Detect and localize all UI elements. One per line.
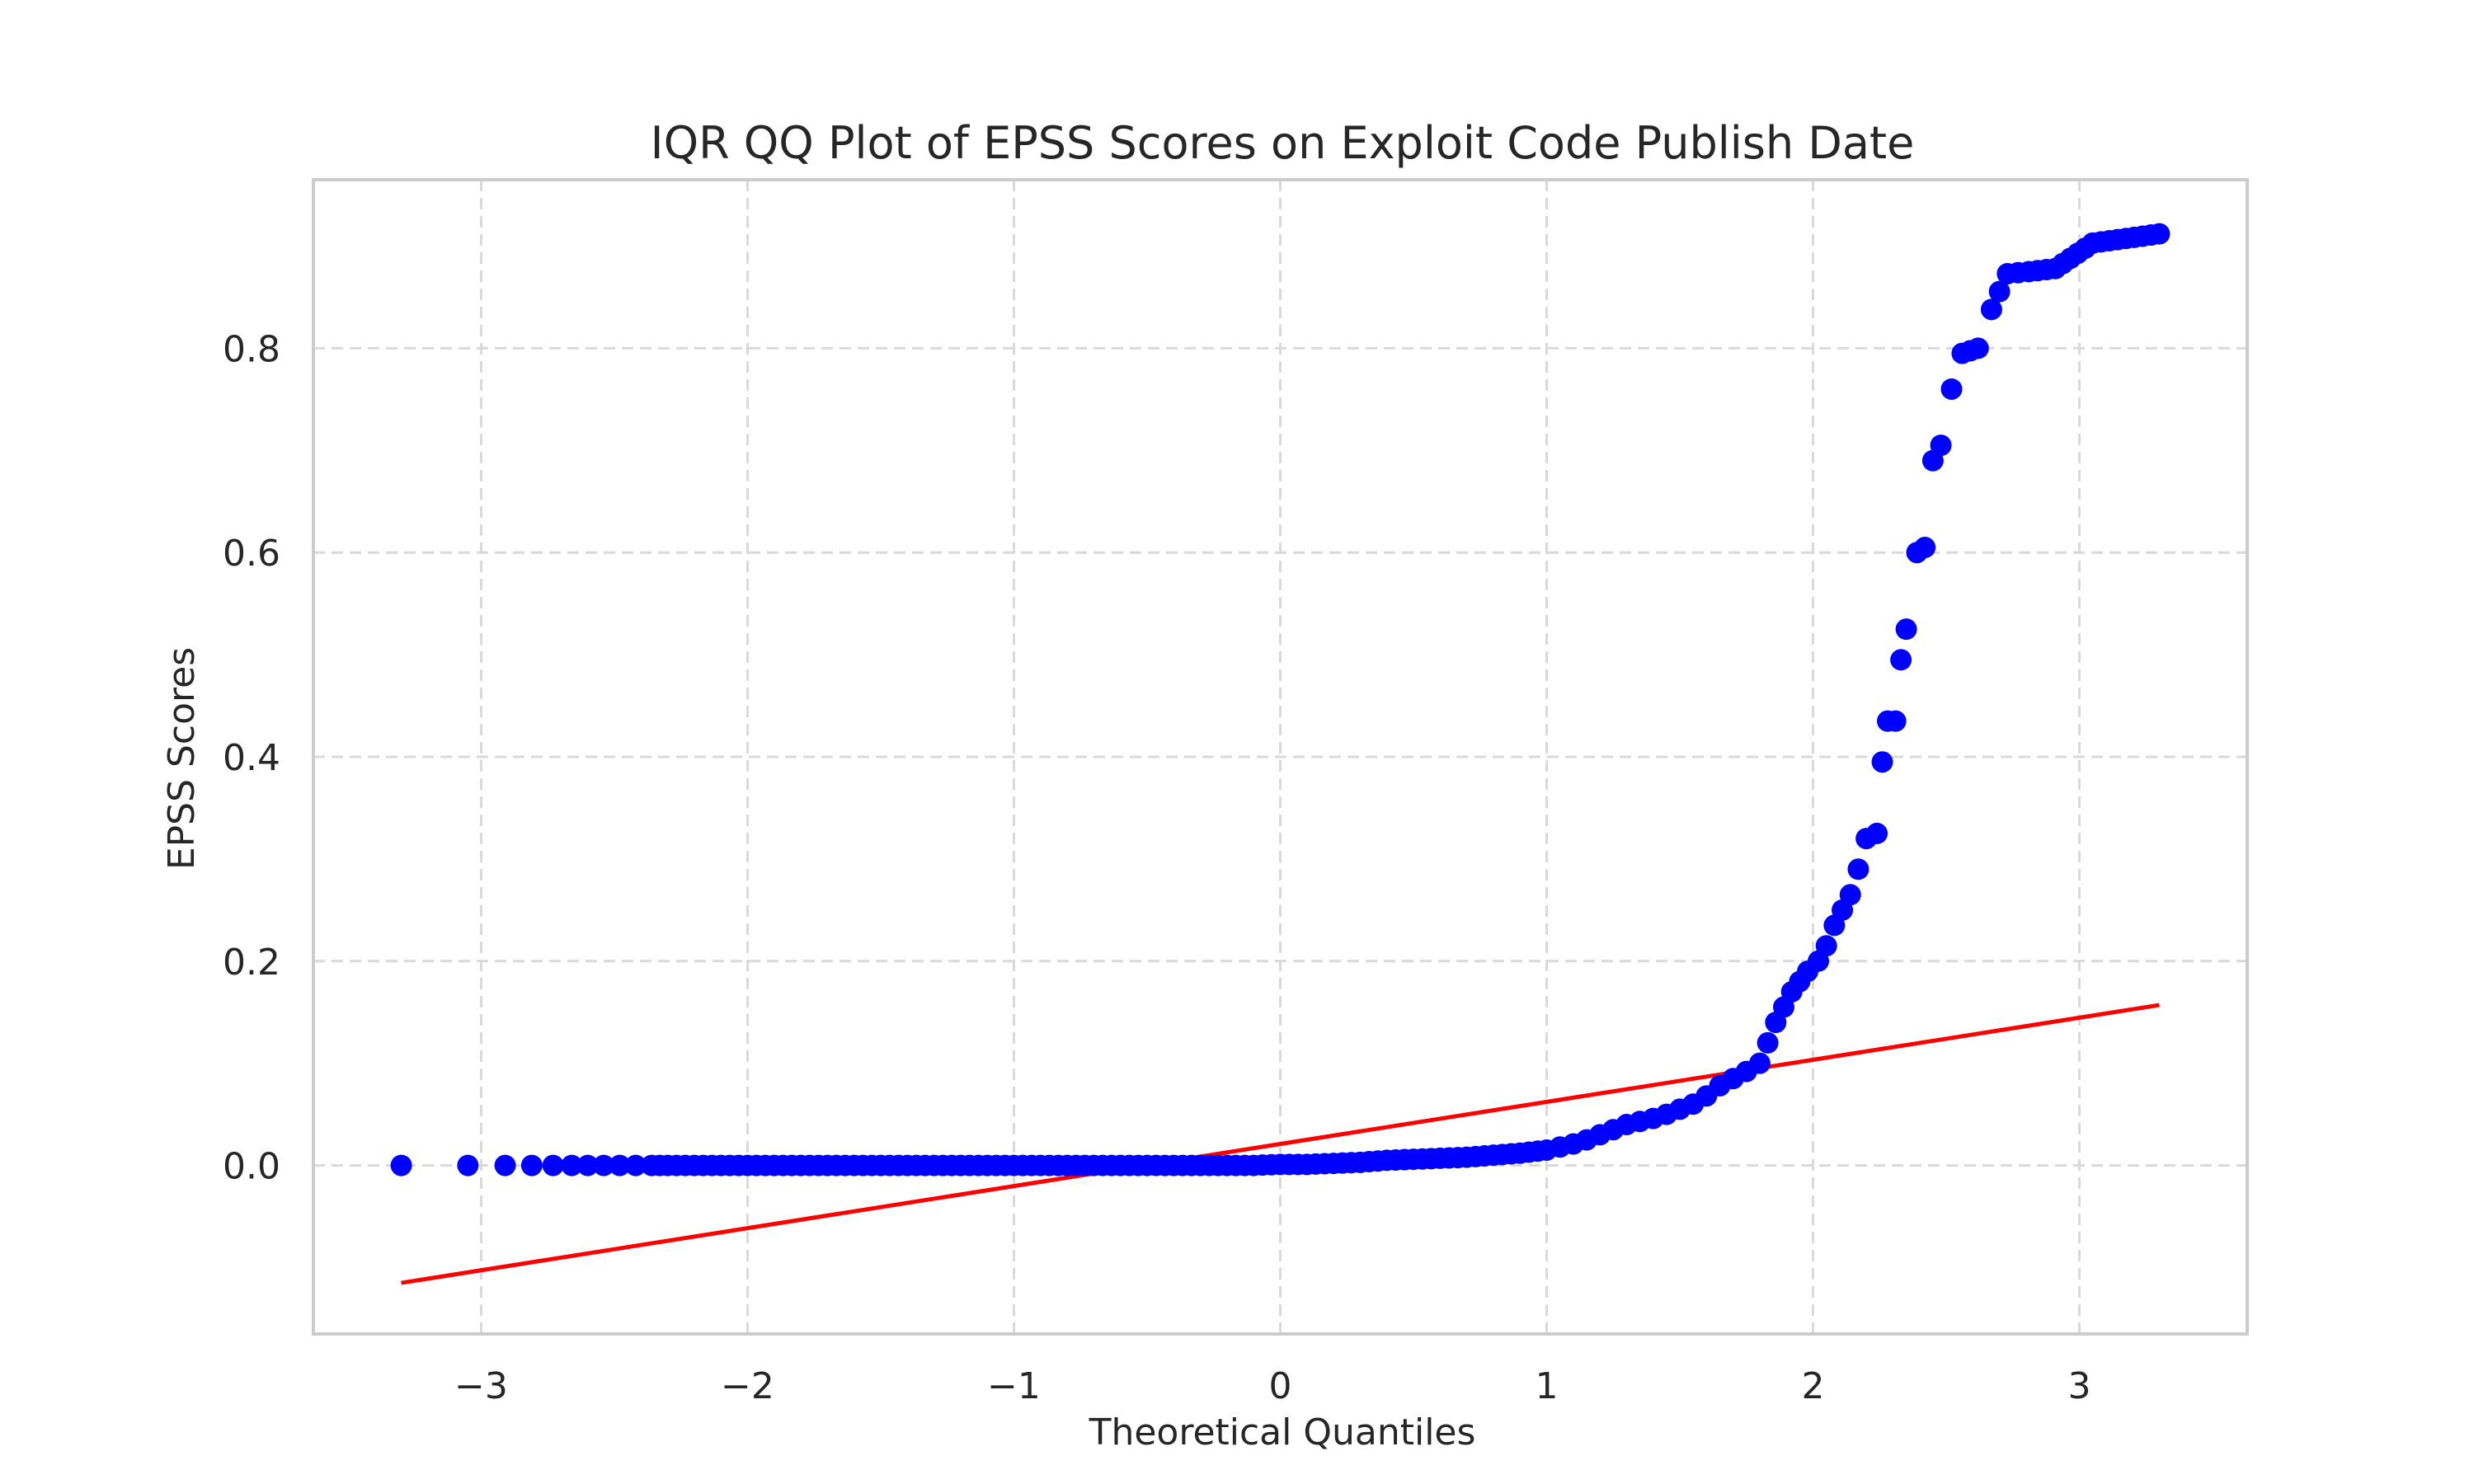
- x-tick-label: −1: [987, 1365, 1041, 1407]
- y-axis-label: EPSS Scores: [161, 647, 203, 870]
- data-point: [542, 1154, 564, 1176]
- chart-title: IQR QQ Plot of EPSS Scores on Exploit Co…: [651, 117, 1915, 169]
- data-points: [390, 223, 2171, 1176]
- data-point: [1446, 1147, 1469, 1169]
- data-point: [2035, 259, 2058, 281]
- x-tick-label: −2: [721, 1365, 774, 1407]
- data-point: [1394, 1148, 1416, 1171]
- data-point: [1047, 1154, 1070, 1176]
- data-point: [781, 1154, 803, 1176]
- data-point: [941, 1154, 963, 1176]
- data-point: [1340, 1152, 1362, 1174]
- data-point: [1895, 618, 1917, 641]
- data-point: [861, 1154, 883, 1176]
- x-tick-labels: −3 −2 −1 0 1 2 3: [454, 1365, 2091, 1407]
- data-point: [1839, 884, 1861, 906]
- x-tick-label: −3: [454, 1365, 508, 1407]
- y-tick-label: 0.6: [223, 533, 280, 575]
- data-point: [1314, 1153, 1336, 1175]
- data-point: [1930, 434, 1952, 457]
- data-point: [1748, 1052, 1771, 1074]
- data-point: [1884, 710, 1907, 732]
- data-point: [727, 1154, 750, 1176]
- data-point: [834, 1154, 856, 1176]
- data-point: [887, 1154, 910, 1176]
- data-point: [648, 1154, 670, 1176]
- data-point: [1287, 1153, 1310, 1176]
- x-tick-label: 0: [1269, 1365, 1292, 1407]
- x-tick-label: 2: [1802, 1365, 1825, 1407]
- data-point: [807, 1154, 830, 1176]
- data-point: [755, 1154, 777, 1176]
- data-point: [1074, 1154, 1096, 1176]
- y-tick-label: 0.4: [223, 737, 280, 779]
- data-point: [1914, 537, 1936, 559]
- data-point: [1988, 280, 2011, 303]
- data-point: [1757, 1031, 1779, 1054]
- data-point: [1871, 751, 1893, 773]
- data-point: [576, 1154, 599, 1176]
- fit-line: [401, 1003, 2160, 1285]
- data-point: [994, 1154, 1016, 1176]
- data-point: [1260, 1153, 1282, 1176]
- data-point: [1154, 1154, 1176, 1176]
- y-tick-label: 0.0: [223, 1146, 280, 1188]
- data-point: [914, 1154, 936, 1176]
- x-axis-label: Theoretical Quantiles: [1089, 1411, 1476, 1453]
- data-point: [2007, 261, 2030, 284]
- x-tick-label: 3: [2068, 1365, 2091, 1407]
- data-point: [609, 1154, 631, 1176]
- data-point: [561, 1154, 583, 1176]
- data-point: [967, 1154, 990, 1176]
- data-point: [1500, 1143, 1522, 1165]
- data-point: [675, 1154, 697, 1176]
- data-point: [1420, 1148, 1442, 1170]
- data-point: [624, 1154, 647, 1176]
- data-point: [1815, 935, 1837, 957]
- data-point: [1890, 649, 1912, 671]
- data-point: [1474, 1145, 1496, 1167]
- fit-line-layer: [401, 1003, 2160, 1285]
- data-point: [1207, 1154, 1230, 1176]
- data-point: [390, 1154, 412, 1176]
- y-tick-label: 0.8: [223, 328, 280, 370]
- data-point: [593, 1154, 615, 1176]
- data-point: [520, 1154, 543, 1176]
- plot-area-frame: [312, 178, 2249, 1336]
- data-point: [2140, 224, 2162, 247]
- data-point: [1866, 822, 1888, 844]
- data-point: [1180, 1154, 1202, 1176]
- data-point: [457, 1154, 479, 1176]
- x-tick-label: 1: [1536, 1365, 1559, 1407]
- data-point: [1366, 1150, 1389, 1172]
- data-point: [1980, 298, 2002, 321]
- data-point: [701, 1154, 723, 1176]
- y-tick-label: 0.2: [223, 942, 280, 984]
- data-point: [1526, 1140, 1549, 1162]
- data-point: [1940, 378, 1963, 400]
- data-point: [494, 1154, 516, 1176]
- data-point: [1847, 858, 1870, 881]
- data-point: [1021, 1154, 1043, 1176]
- data-point: [1959, 340, 1982, 362]
- data-point: [1234, 1154, 1256, 1176]
- data-point: [1127, 1154, 1150, 1176]
- data-point: [1100, 1154, 1122, 1176]
- y-tick-labels: 0.0 0.2 0.4 0.6 0.8: [223, 328, 280, 1187]
